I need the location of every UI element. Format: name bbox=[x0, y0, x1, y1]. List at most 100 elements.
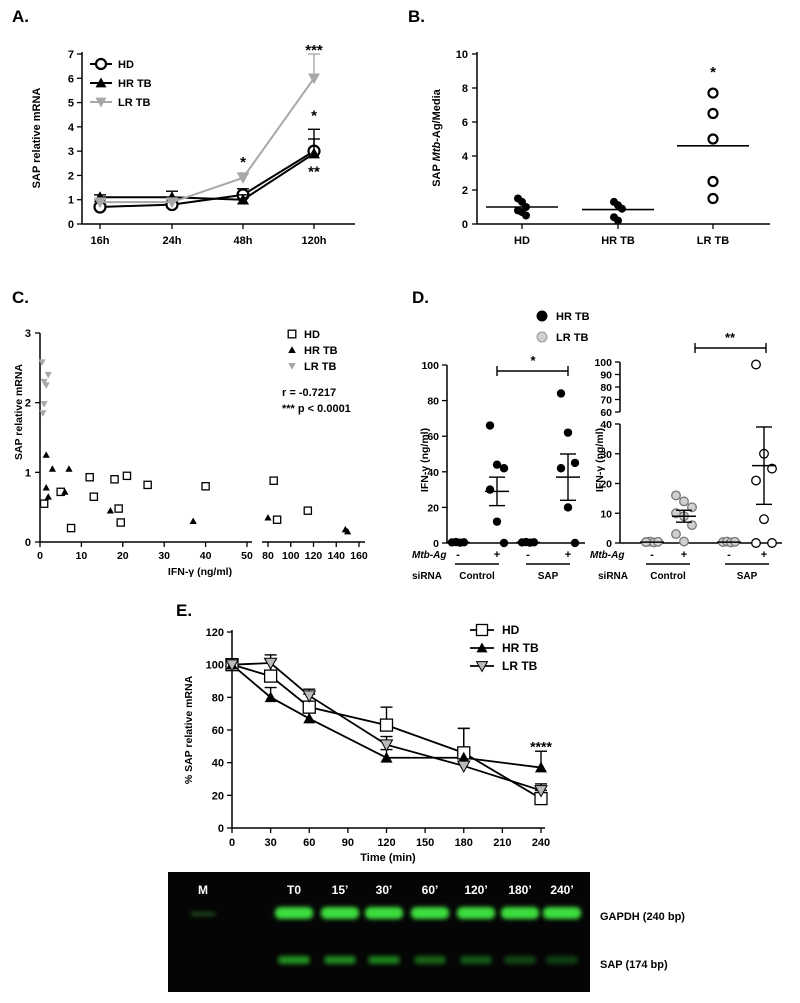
d-left-data-point bbox=[485, 421, 495, 430]
d-left-y-tick-label: 80 bbox=[427, 396, 439, 408]
d-right-data-point bbox=[767, 463, 777, 474]
e-y-tick-label: 0 bbox=[218, 823, 224, 835]
b-y-tick-label: 8 bbox=[462, 83, 468, 95]
a-legend-label: HR TB bbox=[118, 78, 152, 90]
c-legend-marker bbox=[288, 346, 296, 354]
c-data-point bbox=[106, 507, 114, 514]
gel-lane-label: 240’ bbox=[550, 883, 573, 897]
e-series-line bbox=[231, 662, 542, 792]
gel-sap-band bbox=[278, 956, 310, 964]
c-data-point bbox=[48, 465, 57, 472]
a-y-tick-label: 4 bbox=[68, 122, 75, 134]
e-data-point bbox=[379, 739, 394, 752]
a-y-tick-label: 1 bbox=[68, 195, 74, 207]
d-right-data-point bbox=[751, 475, 761, 486]
a-x-tick-label: 16h bbox=[91, 235, 110, 247]
c-data-point bbox=[114, 504, 123, 513]
gel-image: M T0 15’ 30’ 60’ 120’ 180’ 240’ GAPDH (240 bp) … bbox=[168, 872, 685, 992]
gel-lane-label: 15’ bbox=[332, 883, 349, 897]
c-data-point bbox=[42, 451, 50, 458]
d-left-y-tick-label: 40 bbox=[427, 467, 439, 479]
e-x-tick-label: 60 bbox=[303, 837, 315, 849]
d-right-data-point bbox=[767, 538, 777, 548]
gel-sap-band bbox=[368, 956, 400, 964]
a-data-point bbox=[94, 197, 106, 209]
b-y-tick-label: 4 bbox=[462, 151, 469, 163]
b-data-point bbox=[522, 211, 530, 220]
gel-lane-label: 30’ bbox=[376, 883, 393, 897]
b-data-point bbox=[618, 204, 626, 213]
e-data-point bbox=[302, 700, 316, 714]
d-right-data-point bbox=[679, 496, 689, 507]
d-sign-label: - bbox=[526, 549, 530, 561]
a-significance-mark: ** bbox=[308, 164, 320, 181]
d-left-signif-mark: * bbox=[530, 353, 536, 368]
c-y-tick-label: 2 bbox=[25, 398, 31, 410]
a-legend-label: HD bbox=[118, 59, 134, 71]
a-significance-mark: *** bbox=[305, 42, 323, 59]
e-x-tick-label: 0 bbox=[229, 837, 235, 849]
c-x-tick-label: 30 bbox=[158, 550, 170, 562]
d-row-label-sirna: siRNA bbox=[598, 571, 628, 582]
gel-gapdh-band bbox=[457, 907, 495, 919]
e-legend-label: HR TB bbox=[502, 641, 539, 655]
e-legend-label: LR TB bbox=[502, 659, 538, 673]
b-significance-mark: * bbox=[710, 64, 716, 81]
e-x-tick-label: 150 bbox=[416, 837, 434, 849]
c-data-point bbox=[264, 514, 272, 521]
gel-gapdh-band bbox=[501, 907, 539, 919]
a-significance-mark: * bbox=[311, 108, 317, 125]
d-left-data-point bbox=[570, 458, 580, 468]
d-left-data-point bbox=[563, 428, 573, 437]
e-y-label: % SAP relative mRNA bbox=[183, 675, 195, 784]
a-data-point bbox=[166, 197, 178, 209]
c-data-point bbox=[110, 475, 119, 484]
d-right-y-tick-label: 90 bbox=[600, 370, 612, 382]
e-legend-marker bbox=[475, 661, 489, 673]
d-right-signif-mark: ** bbox=[725, 330, 736, 345]
c-data-point bbox=[272, 515, 282, 524]
gel-lane-label: 180’ bbox=[508, 883, 531, 897]
gel-sap-band bbox=[504, 956, 536, 964]
c-x-label: IFN-γ (ng/ml) bbox=[168, 566, 232, 578]
e-y-tick-label: 20 bbox=[212, 790, 224, 802]
panel-letter-b: B. bbox=[408, 7, 425, 26]
e-significance-mark: **** bbox=[530, 739, 552, 755]
d-right-data-point bbox=[751, 359, 761, 370]
a-y-tick-label: 5 bbox=[68, 98, 74, 110]
d-right-y-tick-label: 0 bbox=[606, 538, 612, 550]
d-left-data-point bbox=[485, 485, 495, 494]
gel-marker-band bbox=[191, 912, 215, 916]
panel-c-chart: SAP relative mRNA IFN-γ (ng/ml) r = -0.7… bbox=[13, 328, 368, 578]
e-y-tick-label: 80 bbox=[212, 692, 224, 704]
c-data-point bbox=[303, 506, 313, 515]
a-data-point bbox=[237, 173, 249, 184]
d-row-label-sirna: siRNA bbox=[412, 571, 442, 582]
c-x-tick-label: 10 bbox=[76, 550, 88, 562]
a-series-line bbox=[100, 77, 315, 204]
e-x-tick-label: 30 bbox=[265, 837, 277, 849]
gel-lane-label: 120’ bbox=[464, 883, 487, 897]
d-left-y-label: IFN-γ (ng/ml) bbox=[419, 428, 431, 492]
c-x-tick-label: 140 bbox=[327, 550, 345, 562]
a-x-tick-label: 120h bbox=[301, 235, 326, 247]
e-data-point bbox=[263, 669, 278, 683]
gel-label-sap: SAP (174 bp) bbox=[600, 959, 668, 971]
panel-e-chart: % SAP relative mRNA Time (min) 0 20 40 60 80… bbox=[183, 623, 552, 864]
panel-letter-c: C. bbox=[12, 288, 29, 307]
c-data-point bbox=[39, 410, 47, 417]
c-x-tick-label: 0 bbox=[37, 550, 43, 562]
e-y-tick-label: 120 bbox=[206, 627, 224, 639]
d-right-y-tick-label: 40 bbox=[600, 419, 612, 431]
b-data-point bbox=[707, 175, 719, 188]
e-legend-marker bbox=[476, 642, 488, 653]
e-series-line bbox=[231, 663, 542, 769]
gel-lane-label: M bbox=[198, 883, 208, 897]
panel-letter-a: A. bbox=[12, 7, 29, 26]
b-data-point bbox=[707, 87, 719, 99]
a-x-tick-label: 48h bbox=[234, 235, 253, 247]
c-legend-label: HD bbox=[304, 329, 320, 341]
b-data-point bbox=[707, 192, 719, 205]
c-legend-label: LR TB bbox=[304, 361, 336, 373]
